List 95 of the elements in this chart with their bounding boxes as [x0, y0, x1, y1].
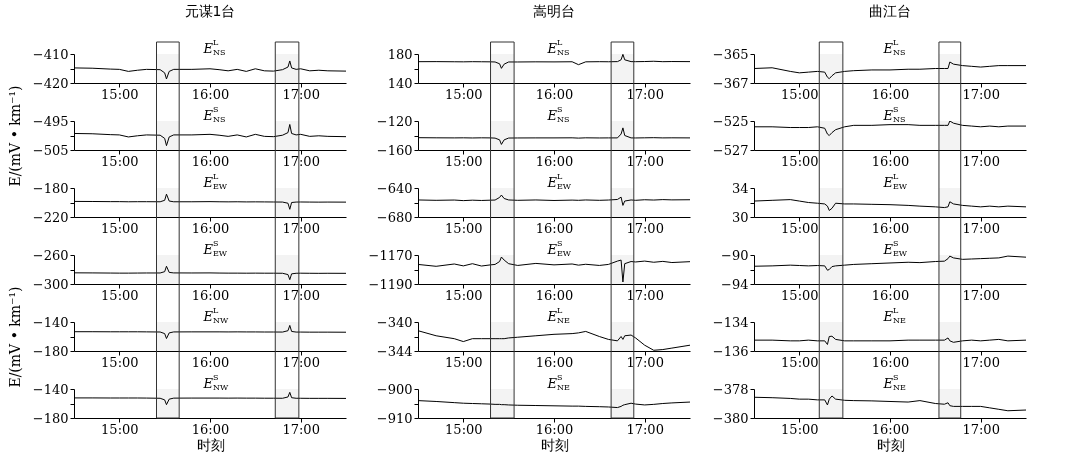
x-tick-label: 15:00 [781, 287, 819, 303]
y-tick-label: −910 [376, 410, 413, 426]
x-tick-label: 17:00 [962, 86, 1000, 102]
x-tick-label: 15:00 [445, 354, 483, 370]
x-tick-label: 16:00 [535, 354, 574, 370]
x-tick-label: 16:00 [535, 220, 574, 236]
x-tick-label: 15:00 [445, 153, 483, 169]
x-tick-label: 16:00 [191, 86, 230, 102]
x-tick-label: 16:00 [871, 86, 910, 102]
y-tick-label: −134 [712, 314, 749, 330]
y-tick-label: −160 [376, 142, 413, 158]
x-tick-label: 17:00 [282, 354, 320, 370]
x-tick-label: 17:00 [626, 421, 664, 437]
y-tick-label: 180 [387, 46, 413, 62]
y-tick-label: −180 [32, 343, 69, 359]
x-tick-label: 16:00 [871, 354, 910, 370]
y-tick-label: −505 [32, 142, 69, 158]
x-tick-label: 17:00 [282, 287, 320, 303]
x-tick-label: 16:00 [191, 287, 230, 303]
y-axis-title: E/(mV • km⁻¹) [6, 286, 23, 388]
chart-title: 元谋1台 [184, 3, 236, 19]
y-tick-label: −420 [32, 75, 69, 91]
y-tick-label: −640 [376, 180, 413, 196]
y-tick-label: −680 [376, 209, 413, 225]
y-tick-label: −525 [712, 113, 749, 129]
y-tick-label: 34 [731, 180, 749, 196]
x-axis-title: 时刻 [876, 436, 905, 453]
y-tick-label: 140 [387, 75, 413, 91]
x-tick-label: 15:00 [781, 220, 819, 236]
x-axis-title: 时刻 [196, 436, 225, 453]
x-tick-label: 16:00 [535, 153, 574, 169]
x-tick-label: 15:00 [101, 354, 139, 370]
x-tick-label: 15:00 [445, 86, 483, 102]
x-tick-label: 17:00 [962, 354, 1000, 370]
x-tick-label: 17:00 [962, 153, 1000, 169]
y-tick-label: −340 [376, 314, 413, 330]
x-tick-label: 16:00 [871, 220, 910, 236]
x-tick-label: 15:00 [445, 287, 483, 303]
chart-title: 嵩明台 [533, 3, 575, 19]
x-tick-label: 15:00 [101, 421, 139, 437]
x-tick-label: 17:00 [282, 220, 320, 236]
y-tick-label: −140 [32, 314, 69, 330]
x-tick-label: 15:00 [781, 153, 819, 169]
x-tick-label: 15:00 [445, 421, 483, 437]
x-tick-label: 15:00 [101, 287, 139, 303]
y-tick-label: −120 [376, 113, 413, 129]
chart-title: 曲江台 [869, 3, 911, 19]
x-tick-label: 15:00 [101, 153, 139, 169]
x-tick-label: 17:00 [962, 220, 1000, 236]
y-tick-label: −344 [376, 343, 413, 359]
x-tick-label: 16:00 [191, 220, 230, 236]
y-tick-label: −94 [721, 276, 749, 292]
x-tick-label: 15:00 [445, 220, 483, 236]
y-tick-label: −380 [712, 410, 749, 426]
y-tick-label: −90 [721, 247, 749, 263]
y-tick-label: −180 [32, 180, 69, 196]
x-tick-label: 17:00 [282, 421, 320, 437]
y-axis-title: E/(mV • km⁻¹) [6, 85, 23, 187]
y-tick-label: −365 [712, 46, 749, 62]
y-tick-label: −378 [712, 381, 749, 397]
x-tick-label: 16:00 [535, 421, 574, 437]
x-tick-label: 16:00 [535, 86, 574, 102]
x-axis-title: 时刻 [540, 436, 569, 453]
y-tick-label: −136 [712, 343, 749, 359]
x-tick-label: 15:00 [781, 421, 819, 437]
x-tick-label: 17:00 [282, 86, 320, 102]
x-tick-label: 16:00 [535, 287, 574, 303]
y-tick-label: −410 [32, 46, 69, 62]
x-tick-label: 16:00 [191, 153, 230, 169]
x-tick-label: 15:00 [781, 86, 819, 102]
y-tick-label: −140 [32, 381, 69, 397]
x-tick-label: 16:00 [871, 287, 910, 303]
y-tick-label: −180 [32, 410, 69, 426]
x-tick-label: 15:00 [781, 354, 819, 370]
x-tick-label: 16:00 [191, 354, 230, 370]
y-tick-label: −260 [32, 247, 69, 263]
y-tick-label: −220 [32, 209, 69, 225]
y-tick-label: −367 [712, 75, 749, 91]
x-tick-label: 16:00 [191, 421, 230, 437]
y-tick-label: −527 [712, 142, 749, 158]
x-tick-label: 17:00 [962, 287, 1000, 303]
y-tick-label: −1190 [368, 276, 413, 292]
line-series [74, 123, 346, 147]
x-tick-label: 17:00 [282, 153, 320, 169]
x-tick-label: 15:00 [101, 86, 139, 102]
y-tick-label: 30 [731, 209, 749, 225]
y-tick-label: −300 [32, 276, 69, 292]
y-tick-label: −495 [32, 113, 69, 129]
x-tick-label: 16:00 [871, 153, 910, 169]
x-tick-label: 17:00 [962, 421, 1000, 437]
line-series [418, 256, 690, 283]
x-tick-label: 15:00 [101, 220, 139, 236]
y-tick-label: −900 [376, 381, 413, 397]
x-tick-label: 16:00 [871, 421, 910, 437]
y-tick-label: −1170 [368, 247, 413, 263]
